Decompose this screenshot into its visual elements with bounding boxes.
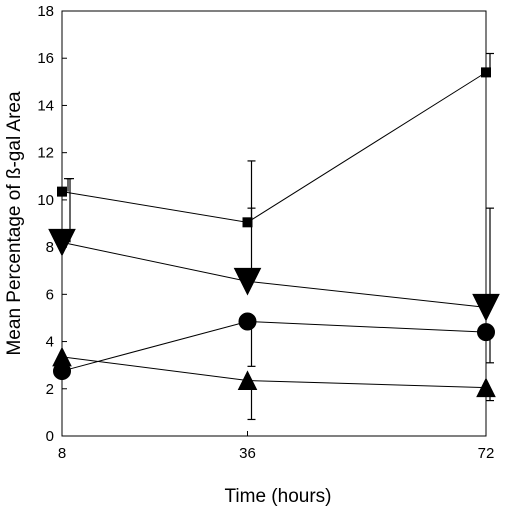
y-tick-label: 18 (37, 3, 54, 20)
series-line (61, 241, 487, 308)
circle-marker (477, 323, 495, 342)
series-triangle-up (52, 346, 496, 421)
triangle-up-marker (237, 370, 258, 391)
x-axis-ticks: 8 36 72 (58, 431, 495, 462)
x-tick-label: 36 (239, 445, 256, 462)
triangle-down-marker (48, 228, 76, 257)
x-axis-title: Time (hours) (225, 486, 332, 507)
x-tick-label: 8 (58, 445, 66, 462)
y-tick-label: 0 (46, 428, 54, 445)
series-line (61, 71, 487, 223)
series-layer (48, 52, 500, 421)
x-tick-label: 72 (478, 445, 495, 462)
y-tick-label: 2 (46, 381, 54, 398)
y-tick-label: 14 (37, 97, 54, 114)
y-axis-ticks: 0 2 4 6 8 10 12 14 16 18 (37, 3, 67, 445)
square-marker (57, 186, 67, 197)
plot-frame (61, 10, 487, 437)
y-tick-label: 4 (46, 334, 54, 351)
series-square (57, 52, 494, 228)
triangle-down-marker (472, 293, 500, 322)
series-triangle-down (48, 178, 500, 322)
y-axis-title-group: Mean Percentage of ß-gal Area (4, 91, 25, 355)
y-axis-title: Mean Percentage of ß-gal Area (4, 91, 25, 355)
triangle-up-marker (52, 346, 72, 367)
y-tick-label: 8 (46, 239, 54, 256)
circle-marker (238, 312, 257, 331)
square-marker (481, 67, 491, 78)
square-marker (242, 217, 253, 228)
triangle-down-marker (233, 267, 262, 296)
y-tick-label: 6 (46, 286, 54, 303)
y-tick-label: 12 (37, 145, 54, 162)
series-circle (53, 312, 495, 381)
series-line (61, 356, 487, 389)
series-line (61, 320, 487, 372)
triangle-up-marker (476, 377, 496, 398)
y-tick-label: 10 (37, 192, 54, 209)
y-tick-label: 16 (37, 50, 54, 67)
